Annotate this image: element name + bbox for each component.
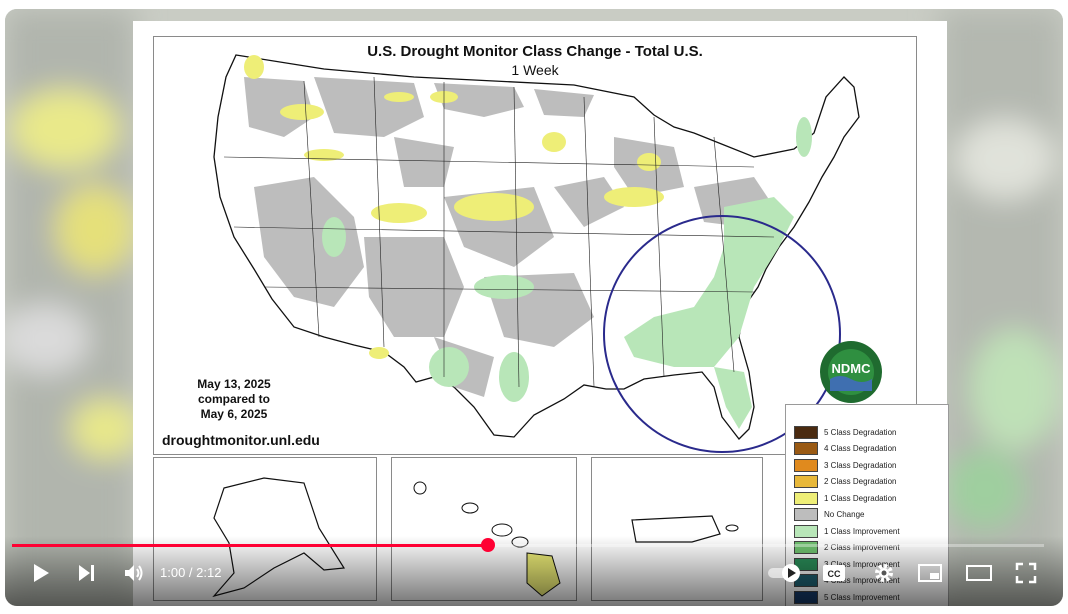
contiguous-us-map-frame: U.S. Drought Monitor Class Change - Tota… bbox=[153, 36, 917, 455]
progress-bar[interactable] bbox=[12, 544, 1044, 547]
legend-swatch bbox=[794, 508, 818, 521]
legend-label: 5 Class Degradation bbox=[824, 427, 897, 437]
autoplay-icon bbox=[768, 564, 800, 582]
legend-item: 2 Class Degradation bbox=[794, 475, 896, 489]
miniplayer-button[interactable] bbox=[916, 558, 944, 588]
captions-icon: CC bbox=[823, 565, 845, 581]
drought-change-map bbox=[213, 54, 860, 453]
legend-label: 2 Class Degradation bbox=[824, 477, 897, 486]
gear-icon bbox=[875, 564, 893, 582]
legend-item: 3 Class Degradation bbox=[794, 458, 896, 472]
legend-swatch bbox=[794, 442, 818, 455]
legend-swatch bbox=[794, 425, 818, 439]
theater-icon bbox=[966, 565, 992, 581]
ndmc-logo: NDMC bbox=[820, 341, 882, 403]
svg-text:CC: CC bbox=[828, 569, 841, 579]
next-button[interactable] bbox=[74, 558, 100, 588]
legend-item: No Change bbox=[794, 508, 864, 522]
date-line-1: May 13, 2025 bbox=[197, 377, 271, 391]
legend-item: 1 Class Degradation bbox=[794, 491, 896, 505]
volume-button[interactable] bbox=[120, 558, 148, 588]
legend-label: 4 Class Degradation bbox=[824, 444, 897, 453]
legend-label: No Change bbox=[824, 510, 865, 519]
logo-text: NDMC bbox=[832, 361, 872, 376]
highlight-circle bbox=[603, 215, 841, 453]
date-caption: May 13, 2025 compared to May 6, 2025 bbox=[179, 377, 289, 422]
duration: 2:12 bbox=[196, 565, 222, 580]
map-title: U.S. Drought Monitor Class Change - Tota… bbox=[367, 43, 703, 60]
fullscreen-button[interactable] bbox=[1012, 558, 1040, 588]
legend-swatch bbox=[794, 458, 818, 472]
settings-button[interactable] bbox=[870, 558, 898, 588]
next-icon bbox=[79, 565, 94, 581]
time-display: 1:00 / 2:12 bbox=[160, 565, 222, 580]
progress-played bbox=[12, 544, 489, 547]
fullscreen-icon bbox=[1015, 562, 1037, 584]
video-player[interactable]: U.S. Drought Monitor Class Change - Tota… bbox=[5, 9, 1063, 606]
autoplay-toggle[interactable] bbox=[766, 558, 806, 588]
miniplayer-icon bbox=[918, 564, 942, 582]
legend-label: 3 Class Degradation bbox=[824, 460, 897, 470]
date-line-2: compared to bbox=[197, 392, 270, 406]
legend-label: 1 Class Degradation bbox=[824, 493, 897, 503]
map-legend: 5 Class Degradation 4 Class Degradation 3 … bbox=[785, 404, 949, 606]
theater-mode-button[interactable] bbox=[964, 558, 994, 588]
play-button[interactable] bbox=[28, 558, 54, 588]
legend-item: 5 Class Degradation bbox=[794, 425, 896, 439]
slide: U.S. Drought Monitor Class Change - Tota… bbox=[133, 21, 949, 606]
legend-swatch bbox=[794, 475, 818, 488]
volume-icon bbox=[125, 565, 143, 581]
play-icon bbox=[34, 564, 49, 582]
current-time: 1:00 bbox=[160, 565, 186, 580]
map-subtitle: 1 Week bbox=[511, 62, 559, 78]
captions-button[interactable]: CC bbox=[820, 558, 848, 588]
website-label: droughtmonitor.unl.edu bbox=[162, 432, 320, 448]
date-line-3: May 6, 2025 bbox=[200, 407, 268, 421]
scrubber-handle[interactable] bbox=[481, 538, 496, 552]
legend-swatch bbox=[794, 491, 818, 505]
legend-item: 4 Class Degradation bbox=[794, 442, 896, 456]
legend-label: 1 Class Improvement bbox=[824, 526, 900, 536]
